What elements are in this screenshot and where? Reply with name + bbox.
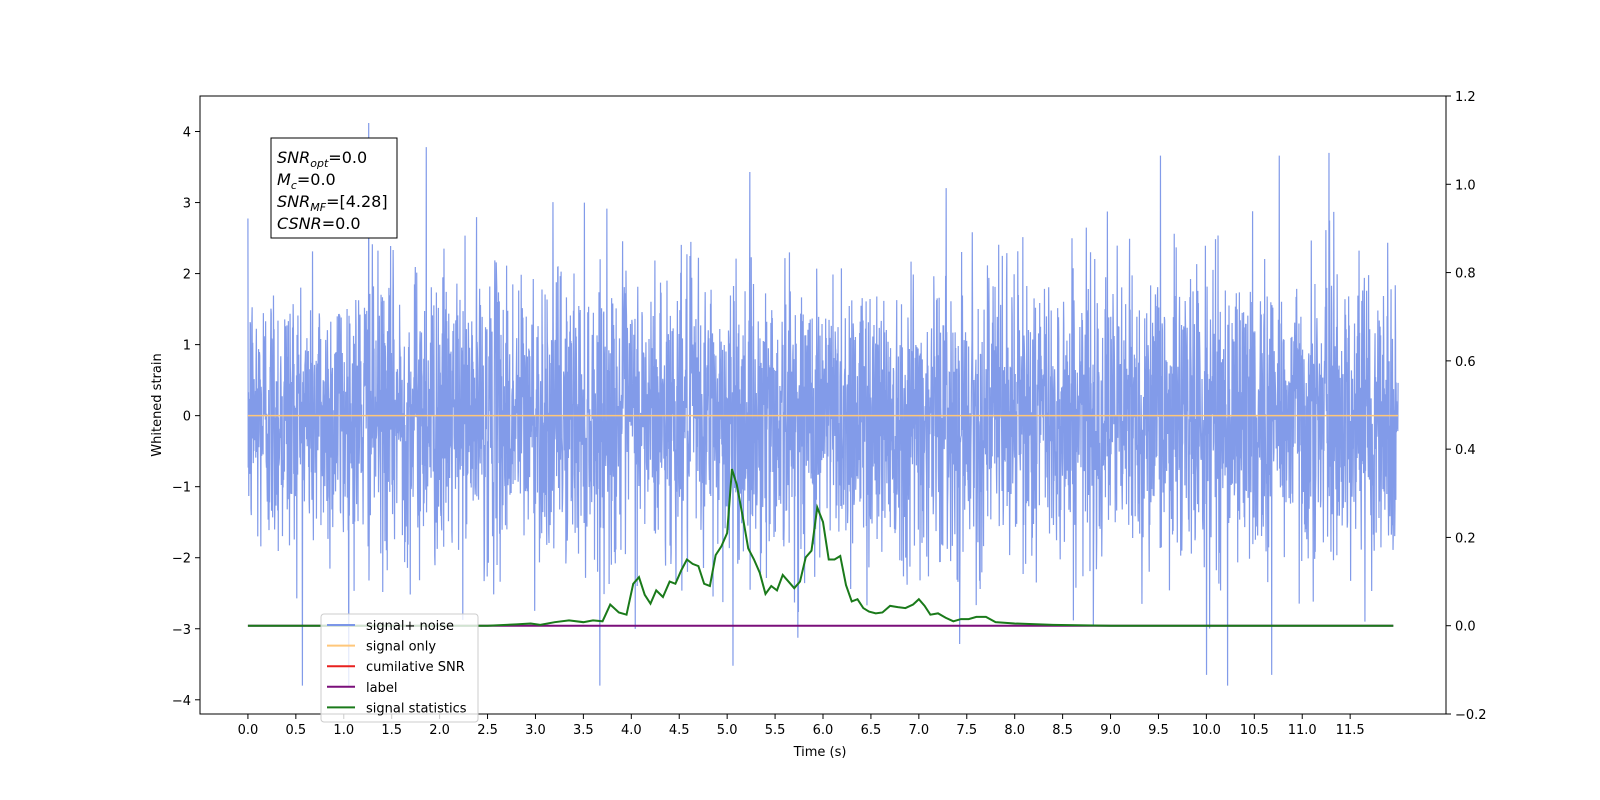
y-tick-label: −1: [172, 481, 191, 496]
x-tick-label: 6.5: [861, 723, 882, 738]
y-tick-label: −3: [172, 623, 191, 638]
x-tick-label: 4.5: [669, 723, 690, 738]
x-tick-label: 0.0: [238, 723, 259, 738]
x-tick-label: 9.0: [1100, 723, 1121, 738]
y2-tick-label: 0.2: [1455, 531, 1476, 546]
x-tick-label: 0.5: [286, 723, 307, 738]
x-tick-label: 5.5: [765, 723, 786, 738]
y2-tick-label: 0.4: [1455, 443, 1476, 458]
x-tick-label: 3.5: [573, 723, 594, 738]
legend-label: signal only: [366, 640, 436, 655]
info-subscript: opt: [310, 157, 329, 170]
x-tick-label: 9.5: [1148, 723, 1169, 738]
y-axis-ticks: −4 −3 −2 −1 0 1 2 3 4: [172, 126, 200, 709]
y2-tick-label: 1.0: [1455, 178, 1476, 193]
series-signal-statistics-line: [247, 468, 1394, 627]
y-axis-label: Whitened strain: [150, 353, 165, 456]
legend-label: cumilative SNR: [366, 660, 465, 675]
y-tick-label: 1: [183, 339, 191, 354]
x-tick-label: 1.0: [333, 723, 354, 738]
legend-frame: [320, 613, 479, 723]
y2-tick-label: 1.2: [1455, 90, 1476, 105]
info-box-line: Mc=0.0: [277, 170, 336, 192]
info-value: =0.0: [297, 170, 336, 189]
legend-entries: signal+ noise signal only cumilative SNR la…: [327, 619, 467, 716]
info-subscript: c: [291, 179, 297, 192]
y-tick-label: −2: [172, 552, 191, 567]
legend-label: label: [366, 681, 397, 696]
info-value: =0.0: [328, 148, 367, 167]
x-tick-label: 5.0: [717, 723, 738, 738]
info-value: =0.0: [322, 214, 361, 233]
y-tick-label: 3: [183, 197, 191, 212]
info-box-line: SNRopt=0.0: [277, 148, 367, 170]
x-axis-ticks: 0.0 0.5 1.0 1.5 2.0 2.5 3.0 3.5 4.0 4.5 5.0 5.5 6.0 6…: [238, 714, 1365, 738]
legend: signal+ noise signal only cumilative SNR la…: [320, 613, 479, 723]
y-tick-label: 0: [183, 410, 191, 425]
info-symbol: CSNR: [277, 214, 322, 233]
info-symbol: SNR: [277, 192, 310, 211]
legend-label: signal statistics: [366, 701, 467, 716]
x-tick-label: 4.0: [621, 723, 642, 738]
info-subscript: MF: [310, 201, 326, 214]
series-signal-noise-line: [247, 122, 1399, 686]
x-tick-label: 7.5: [956, 723, 977, 738]
x-tick-label: 6.0: [813, 723, 834, 738]
info-value: =[4.28]: [326, 192, 388, 211]
x-tick-label: 8.5: [1052, 723, 1073, 738]
y-tick-label: 4: [183, 126, 191, 141]
x-tick-label: 2.5: [477, 723, 498, 738]
x-axis-label: Time (s): [793, 745, 847, 760]
y2-tick-label: 0.6: [1455, 355, 1476, 370]
info-box-line: CSNR=0.0: [277, 214, 361, 233]
legend-label: signal+ noise: [366, 619, 454, 634]
y2-axis-ticks: −0.2 0.0 0.2 0.4 0.6 0.8 1.0 1.2: [1446, 90, 1487, 723]
info-symbol: SNR: [277, 148, 310, 167]
info-box-frame: [270, 137, 398, 239]
x-tick-label: 3.0: [525, 723, 546, 738]
x-tick-label: 2.0: [429, 723, 450, 738]
y-tick-label: −4: [172, 694, 191, 709]
y-tick-label: 2: [183, 268, 191, 283]
y2-tick-label: 0.8: [1455, 267, 1476, 282]
x-tick-label: 11.0: [1288, 723, 1317, 738]
x-tick-label: 7.0: [909, 723, 930, 738]
x-tick-label: 10.5: [1240, 723, 1269, 738]
x-tick-label: 10.0: [1192, 723, 1221, 738]
info-symbol: M: [277, 170, 291, 189]
y2-tick-label: 0.0: [1455, 620, 1476, 635]
x-tick-label: 8.0: [1004, 723, 1025, 738]
x-tick-label: 1.5: [381, 723, 402, 738]
y2-tick-label: −0.2: [1455, 708, 1487, 723]
x-tick-label: 11.5: [1336, 723, 1365, 738]
info-box-line: SNRMF=[4.28]: [277, 192, 388, 214]
